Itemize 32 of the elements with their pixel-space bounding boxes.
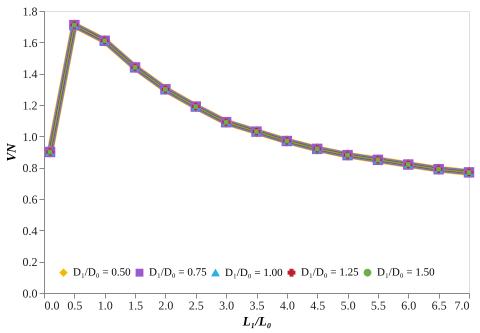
legend-label: D₁/D₀ = 0.50 — [73, 266, 132, 279]
y-axis-title: VN — [4, 142, 18, 162]
x-tick-label: 0.0 — [44, 298, 60, 312]
legend-label: D₁/D₀ = 0.75 — [149, 266, 208, 279]
x-tick-label: 3.0 — [219, 298, 234, 312]
x-tick-label: 3.5 — [250, 298, 264, 312]
x-tick-label: 5.5 — [370, 298, 386, 312]
legend-label: D₁/D₀ = 1.00 — [225, 266, 284, 279]
y-tick-label: 1.6 — [22, 36, 38, 50]
y-tick-label: 0.2 — [22, 255, 38, 270]
x-tick-label: 5.0 — [340, 298, 356, 312]
y-tick-label: 1.2 — [22, 98, 38, 112]
legend-label: D₁/D₀ = 1.50 — [377, 266, 436, 279]
y-tick-label: 0.4 — [22, 224, 38, 238]
x-tick-label: 6.5 — [432, 298, 447, 312]
y-tick-label: 1.4 — [22, 67, 38, 82]
x-tick-label: 7.0 — [454, 298, 470, 312]
x-tick-label: 4.0 — [280, 298, 295, 312]
y-tick-label: 1.0 — [22, 130, 38, 144]
x-tick-label: 2.0 — [158, 298, 174, 312]
x-tick-label: 0.5 — [67, 298, 82, 312]
y-tick-label: 0.6 — [22, 192, 38, 206]
x-axis-title: L₁/L₀ — [242, 314, 272, 328]
y-tick-label: 0.8 — [22, 161, 38, 176]
x-tick-label: 2.5 — [188, 298, 204, 312]
x-tick-label: 6.0 — [401, 298, 416, 312]
x-tick-label: 1.0 — [98, 298, 113, 312]
x-tick-label: 1.5 — [128, 298, 144, 312]
y-tick-label: 1.8 — [22, 4, 38, 18]
y-tick-label: 0.0 — [22, 286, 38, 300]
legend-label: D₁/D₀ = 1.25 — [301, 266, 360, 279]
x-tick-label: 4.5 — [310, 298, 326, 312]
